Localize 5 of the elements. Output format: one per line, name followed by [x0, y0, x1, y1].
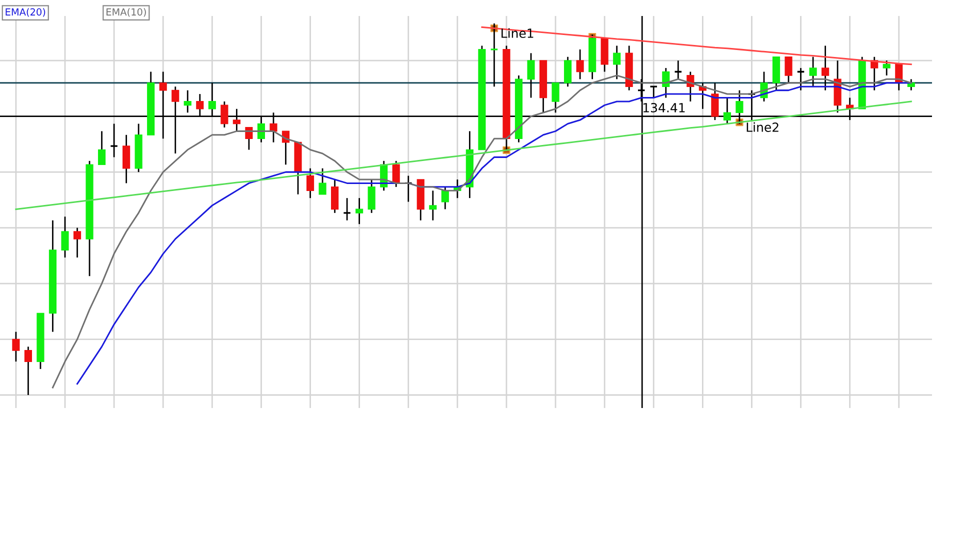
text: EMA(10) — [106, 8, 146, 17]
text: EMA(20) — [6, 8, 46, 17]
annotation: 134.41 — [643, 102, 685, 112]
series-label: Line2 — [746, 122, 778, 132]
series-label: Line1 — [502, 28, 534, 38]
